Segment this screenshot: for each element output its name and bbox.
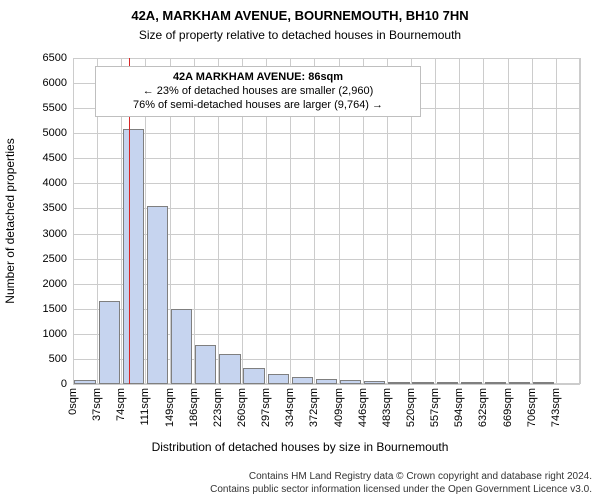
page: 42A, MARKHAM AVENUE, BOURNEMOUTH, BH10 7… xyxy=(0,0,600,500)
gridline-v xyxy=(459,58,460,384)
annotation-box: 42A MARKHAM AVENUE: 86sqm ← 23% of detac… xyxy=(95,66,421,117)
gridline-v xyxy=(532,58,533,384)
annotation-title: 42A MARKHAM AVENUE: 86sqm xyxy=(106,71,410,85)
gridline-h xyxy=(73,158,580,159)
x-tick-label: 594sqm xyxy=(453,384,465,427)
histogram-bar xyxy=(147,206,168,384)
x-tick-label: 0sqm xyxy=(67,384,79,415)
gridline-h xyxy=(73,133,580,134)
x-tick-label: 223sqm xyxy=(212,384,224,427)
chart-subtitle: Size of property relative to detached ho… xyxy=(0,28,600,42)
y-tick-label: 500 xyxy=(49,353,73,365)
y-tick-label: 1000 xyxy=(43,328,73,340)
annotation-line-2: 76% of semi-detached houses are larger (… xyxy=(106,99,410,113)
gridline-h xyxy=(73,183,580,184)
annotation-line-1: ← 23% of detached houses are smaller (2,… xyxy=(106,85,410,99)
histogram-bar xyxy=(243,368,264,384)
x-axis-label: Distribution of detached houses by size … xyxy=(0,440,600,454)
x-tick-label: 557sqm xyxy=(429,384,441,427)
x-tick-label: 520sqm xyxy=(405,384,417,427)
histogram-bar xyxy=(99,301,120,384)
footer-line-1: Contains HM Land Registry data © Crown c… xyxy=(210,471,592,484)
x-tick-label: 37sqm xyxy=(91,384,103,421)
x-tick-label: 743sqm xyxy=(550,384,562,427)
y-tick-label: 6500 xyxy=(43,52,73,64)
y-tick-label: 3000 xyxy=(43,228,73,240)
x-tick-label: 446sqm xyxy=(357,384,369,427)
x-tick-label: 297sqm xyxy=(260,384,272,427)
histogram-bar xyxy=(171,309,192,384)
x-tick-label: 149sqm xyxy=(164,384,176,427)
gridline-v xyxy=(508,58,509,384)
gridline-v xyxy=(580,58,581,384)
y-tick-label: 6000 xyxy=(43,77,73,89)
x-tick-label: 706sqm xyxy=(526,384,538,427)
x-tick-label: 111sqm xyxy=(139,384,151,426)
y-tick-label: 1500 xyxy=(43,303,73,315)
y-tick-label: 5000 xyxy=(43,127,73,139)
attribution-footer: Contains HM Land Registry data © Crown c… xyxy=(210,471,592,496)
y-tick-label: 3500 xyxy=(43,202,73,214)
y-tick-label: 5500 xyxy=(43,102,73,114)
x-tick-label: 632sqm xyxy=(477,384,489,427)
y-tick-label: 2000 xyxy=(43,278,73,290)
x-tick-label: 669sqm xyxy=(502,384,514,427)
x-tick-label: 409sqm xyxy=(333,384,345,427)
gridline-v xyxy=(556,58,557,384)
chart-title: 42A, MARKHAM AVENUE, BOURNEMOUTH, BH10 7… xyxy=(0,8,600,23)
y-tick-label: 4000 xyxy=(43,177,73,189)
gridline-h xyxy=(73,58,580,59)
y-axis-label: Number of detached properties xyxy=(3,138,17,303)
gridline-v xyxy=(435,58,436,384)
x-tick-label: 483sqm xyxy=(381,384,393,427)
x-tick-label: 372sqm xyxy=(308,384,320,427)
x-tick-label: 260sqm xyxy=(236,384,248,427)
histogram-bar xyxy=(268,374,289,384)
footer-line-2: Contains public sector information licen… xyxy=(210,484,592,497)
y-tick-label: 4500 xyxy=(43,152,73,164)
x-tick-label: 334sqm xyxy=(284,384,296,427)
histogram-bar xyxy=(123,129,144,384)
x-tick-label: 186sqm xyxy=(188,384,200,427)
gridline-v xyxy=(73,58,74,384)
histogram-bar xyxy=(195,345,216,384)
gridline-v xyxy=(483,58,484,384)
y-tick-label: 2500 xyxy=(43,253,73,265)
x-tick-label: 74sqm xyxy=(115,384,127,421)
histogram-bar xyxy=(219,354,240,384)
